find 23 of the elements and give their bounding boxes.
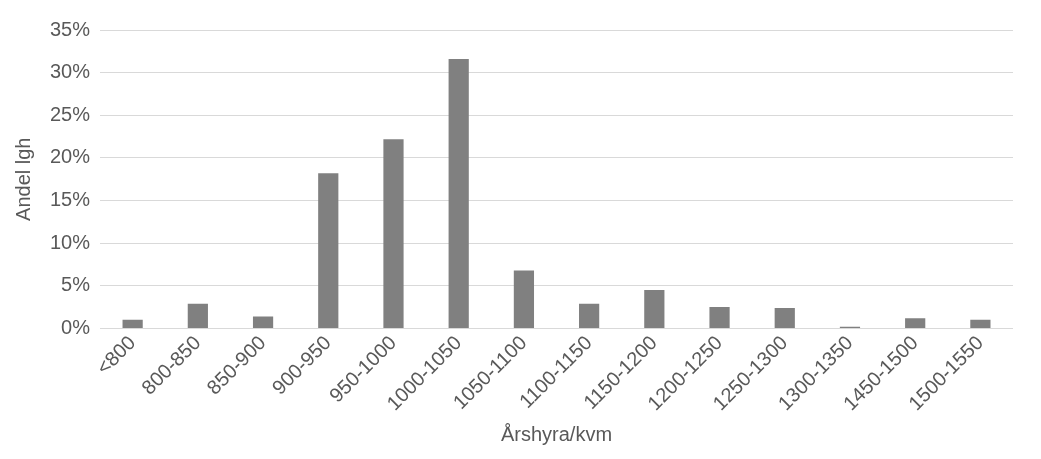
bar xyxy=(318,173,339,328)
y-tick-label: 20% xyxy=(50,145,91,168)
bar xyxy=(774,307,795,328)
y-tick-label: 25% xyxy=(50,102,91,125)
y-axis-title: Andel lgh xyxy=(11,137,34,221)
bar xyxy=(252,316,274,328)
bar xyxy=(709,307,730,328)
bar xyxy=(448,58,469,328)
y-tick-label: 0% xyxy=(61,315,91,338)
x-axis-title: Årshyra/kvm xyxy=(500,422,613,445)
y-tick-label: 15% xyxy=(50,188,91,211)
bar xyxy=(644,290,665,328)
y-tick-label: 35% xyxy=(50,17,91,40)
bar xyxy=(970,319,991,328)
bar xyxy=(905,318,926,328)
bar xyxy=(187,303,208,328)
y-tick-label: 10% xyxy=(50,230,91,253)
y-tick-label: 30% xyxy=(50,60,91,83)
bar xyxy=(122,319,143,328)
bar xyxy=(383,139,404,328)
bar xyxy=(579,303,600,328)
y-tick-label: 5% xyxy=(61,273,91,296)
bar xyxy=(513,270,535,328)
